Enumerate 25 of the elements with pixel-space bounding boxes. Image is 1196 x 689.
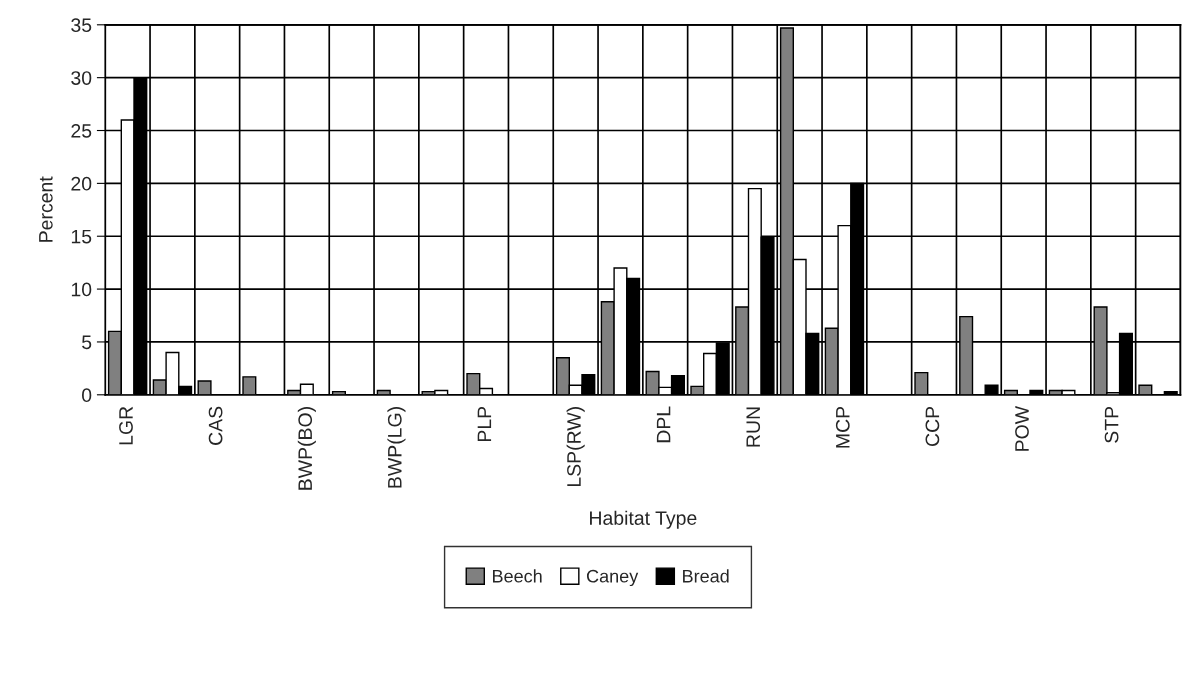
x-tick-label: MCP [835,406,850,448]
y-tick-label: 0 [82,388,92,403]
x-tick-label: LSP(RW) [566,407,585,487]
x-axis-title: Habitat Type [590,510,697,529]
y-tick-label: 20 [71,176,92,191]
legend-label: Bread [683,569,729,583]
x-tick-label: CCP [925,406,940,446]
x-tick-label: LGR [119,406,133,445]
x-tick-label: PLP [477,406,492,442]
y-tick-label: 25 [71,123,92,138]
y-axis-title: Percent [39,176,53,242]
legend-label: Caney [586,569,639,587]
x-tick-label: BWP(LG) [387,407,406,488]
y-tick-label: 30 [71,71,92,85]
x-tick-label: CAS [208,406,223,445]
y-tick-label: 35 [71,18,92,33]
x-tick-label: BWP(BO) [297,407,316,490]
x-tick-label: RUN [746,407,761,447]
x-tick-label: STP [1104,406,1119,443]
x-tick-label: DPL [656,406,671,443]
y-tick-label: 5 [82,335,92,350]
y-tick-label: 10 [71,282,92,297]
y-tick-label: 15 [71,229,92,244]
x-tick-label: POW [1015,405,1029,451]
legend-label: Beech [493,569,542,583]
